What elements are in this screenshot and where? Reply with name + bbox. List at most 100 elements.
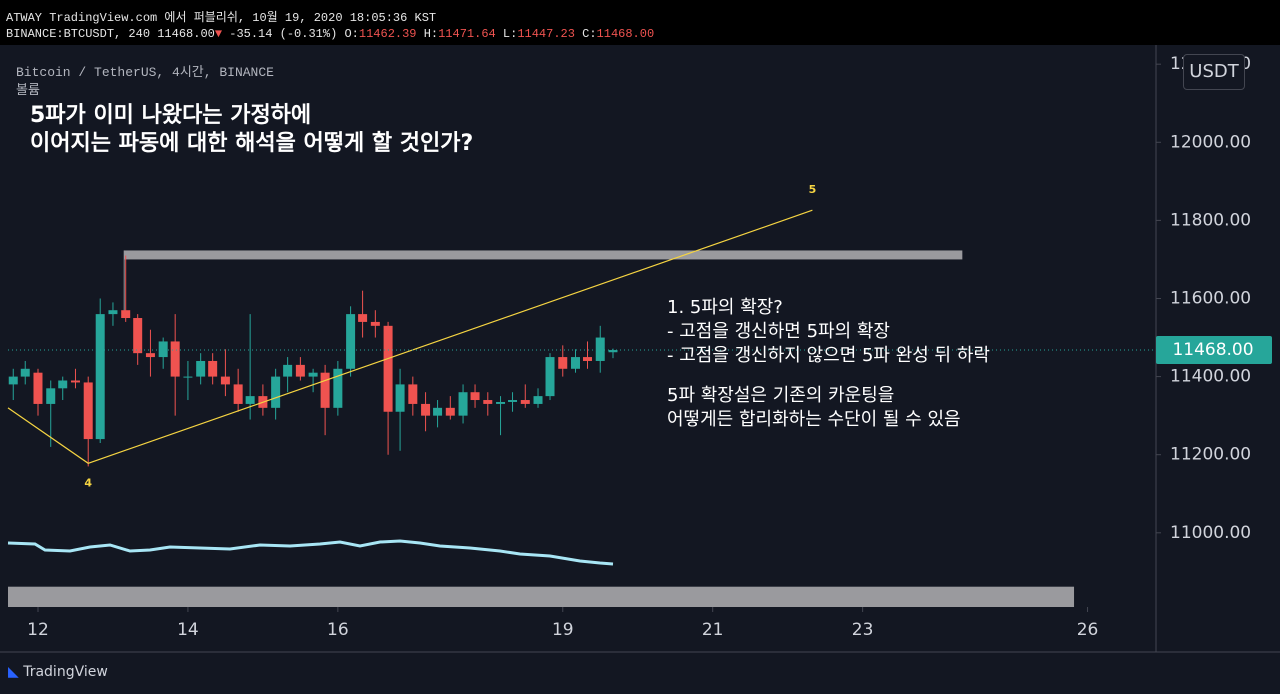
candle-body — [558, 357, 568, 369]
candle-body — [108, 310, 118, 315]
candle-body — [483, 400, 493, 404]
candle-body — [358, 314, 368, 322]
candle-body — [333, 368, 343, 408]
label: C: — [582, 27, 597, 41]
candle-body — [533, 396, 543, 404]
y-tick-label: 11600.00 — [1170, 288, 1251, 308]
wave-label: 5 — [809, 183, 817, 196]
candle-body — [308, 372, 318, 377]
candle-body — [220, 376, 230, 385]
change-arrow: ▼ — [214, 27, 223, 41]
candle-body — [408, 384, 418, 404]
candle-body — [496, 401, 506, 404]
note-line: 1. 5파의 확장? — [667, 297, 783, 318]
candle-body — [33, 372, 43, 404]
candle-body — [571, 357, 581, 369]
candle-body — [295, 364, 305, 377]
logo: ◣ — [8, 664, 24, 680]
candle-body — [445, 407, 455, 416]
x-tick-label: 23 — [852, 620, 874, 640]
brand-text: TradingView — [23, 664, 108, 680]
candle-body — [133, 318, 143, 354]
symbol: BINANCE:BTCUSDT, 240 — [6, 27, 151, 41]
headline: 5파가 이미 나왔다는 가정하에 이어지는 파동에 대한 해석을 어떻게 할 것… — [30, 102, 473, 158]
y-tick-label: 11400.00 — [1170, 367, 1251, 387]
candle-body — [58, 380, 68, 389]
candle-body — [70, 380, 80, 383]
candle-body — [8, 376, 18, 385]
candle-body — [608, 350, 618, 353]
candle-body — [83, 382, 93, 440]
y-tick-label: 11200.00 — [1170, 445, 1251, 465]
value: 11462.39 — [358, 27, 417, 41]
label: H: — [423, 27, 439, 41]
candle-body — [395, 384, 405, 412]
y-tick-label: 11000.00 — [1170, 523, 1251, 543]
candle-body — [283, 364, 293, 377]
candle-body — [46, 388, 56, 404]
ohlc-h: H:11471.64 — [424, 27, 496, 41]
note-line: 어떻게든 합리화하는 수단이 될 수 있음 — [667, 409, 961, 430]
candle-body — [383, 325, 393, 412]
ohlc-l: L:11447.23 — [503, 27, 575, 41]
header-bar — [0, 0, 1280, 45]
spacer — [667, 368, 990, 384]
pane-legend: Bitcoin / TetherUS, 4시간, BINANCE — [16, 65, 274, 80]
candle-body — [370, 321, 380, 326]
last-price-label: 11468.00 — [1172, 340, 1253, 360]
x-tick-label: 26 — [1077, 620, 1099, 640]
last-price-tag — [1156, 336, 1272, 365]
trendline — [7, 209, 813, 464]
price: 11468.00 — [157, 27, 215, 41]
candle-body — [145, 353, 155, 358]
note-line: - 고점을 갱신하지 않으면 5파 완성 뒤 하락 — [667, 345, 990, 366]
candle-body — [520, 400, 530, 404]
headline-line: 5파가 이미 나왔다는 가정하에 — [30, 103, 312, 128]
candle-body — [508, 400, 518, 402]
change-value: -35.14 (-0.31%) — [229, 27, 338, 41]
candle-body — [20, 368, 30, 377]
y-tick-label: 11800.00 — [1170, 210, 1251, 230]
x-tick-label: 21 — [702, 620, 724, 640]
ohlc-c: C:11468.00 — [582, 27, 654, 41]
zone — [8, 586, 1075, 607]
label: O: — [344, 27, 359, 41]
value: 11468.00 — [596, 27, 655, 41]
label: L: — [502, 27, 518, 41]
candle-body — [170, 341, 180, 377]
brand: ◣ TradingView — [8, 664, 108, 680]
candle-body — [271, 376, 281, 408]
x-tick-label: 19 — [552, 620, 574, 640]
candle-body — [196, 360, 206, 377]
headline-line: 이어지는 파동에 대한 해석을 어떻게 할 것인가? — [30, 131, 474, 156]
candle-body — [346, 314, 356, 369]
zone — [124, 250, 963, 260]
note-line: 5파 확장설은 기존의 카운팅을 — [667, 385, 895, 406]
notes: 1. 5파의 확장? - 고점을 갱신하면 5파의 확장 - 고점을 갱신하지 … — [667, 296, 990, 432]
candle-body — [245, 396, 255, 404]
candle-body — [421, 403, 431, 416]
wave-label: 4 — [84, 476, 92, 489]
candle-body — [433, 407, 443, 416]
volume-label: 볼륨 — [16, 83, 40, 98]
candle-body — [95, 314, 105, 440]
candle-body — [183, 376, 193, 378]
value: 11471.64 — [438, 27, 496, 41]
candle-body — [208, 360, 218, 377]
candle-body — [582, 357, 592, 361]
candle-body — [320, 372, 330, 408]
candle-body — [545, 357, 555, 397]
candle-body — [470, 392, 480, 401]
published-line: ATWAY TradingView.com 에서 퍼블리쉬, 10월 19, 2… — [6, 11, 437, 25]
candle-body — [158, 341, 168, 358]
ohlc-o: O:11462.39 — [344, 27, 416, 41]
symbol-line: BINANCE:BTCUSDT, 240 11468.00▼ -35.14 (-… — [6, 27, 654, 41]
candle-body — [458, 392, 468, 416]
x-tick-label: 16 — [327, 620, 349, 640]
x-tick-label: 12 — [27, 620, 49, 640]
x-tick-label: 14 — [177, 620, 199, 640]
value: 11447.23 — [517, 27, 575, 41]
y-tick-label: 12000.00 — [1170, 132, 1251, 152]
currency-button[interactable]: USDT — [1183, 54, 1245, 90]
